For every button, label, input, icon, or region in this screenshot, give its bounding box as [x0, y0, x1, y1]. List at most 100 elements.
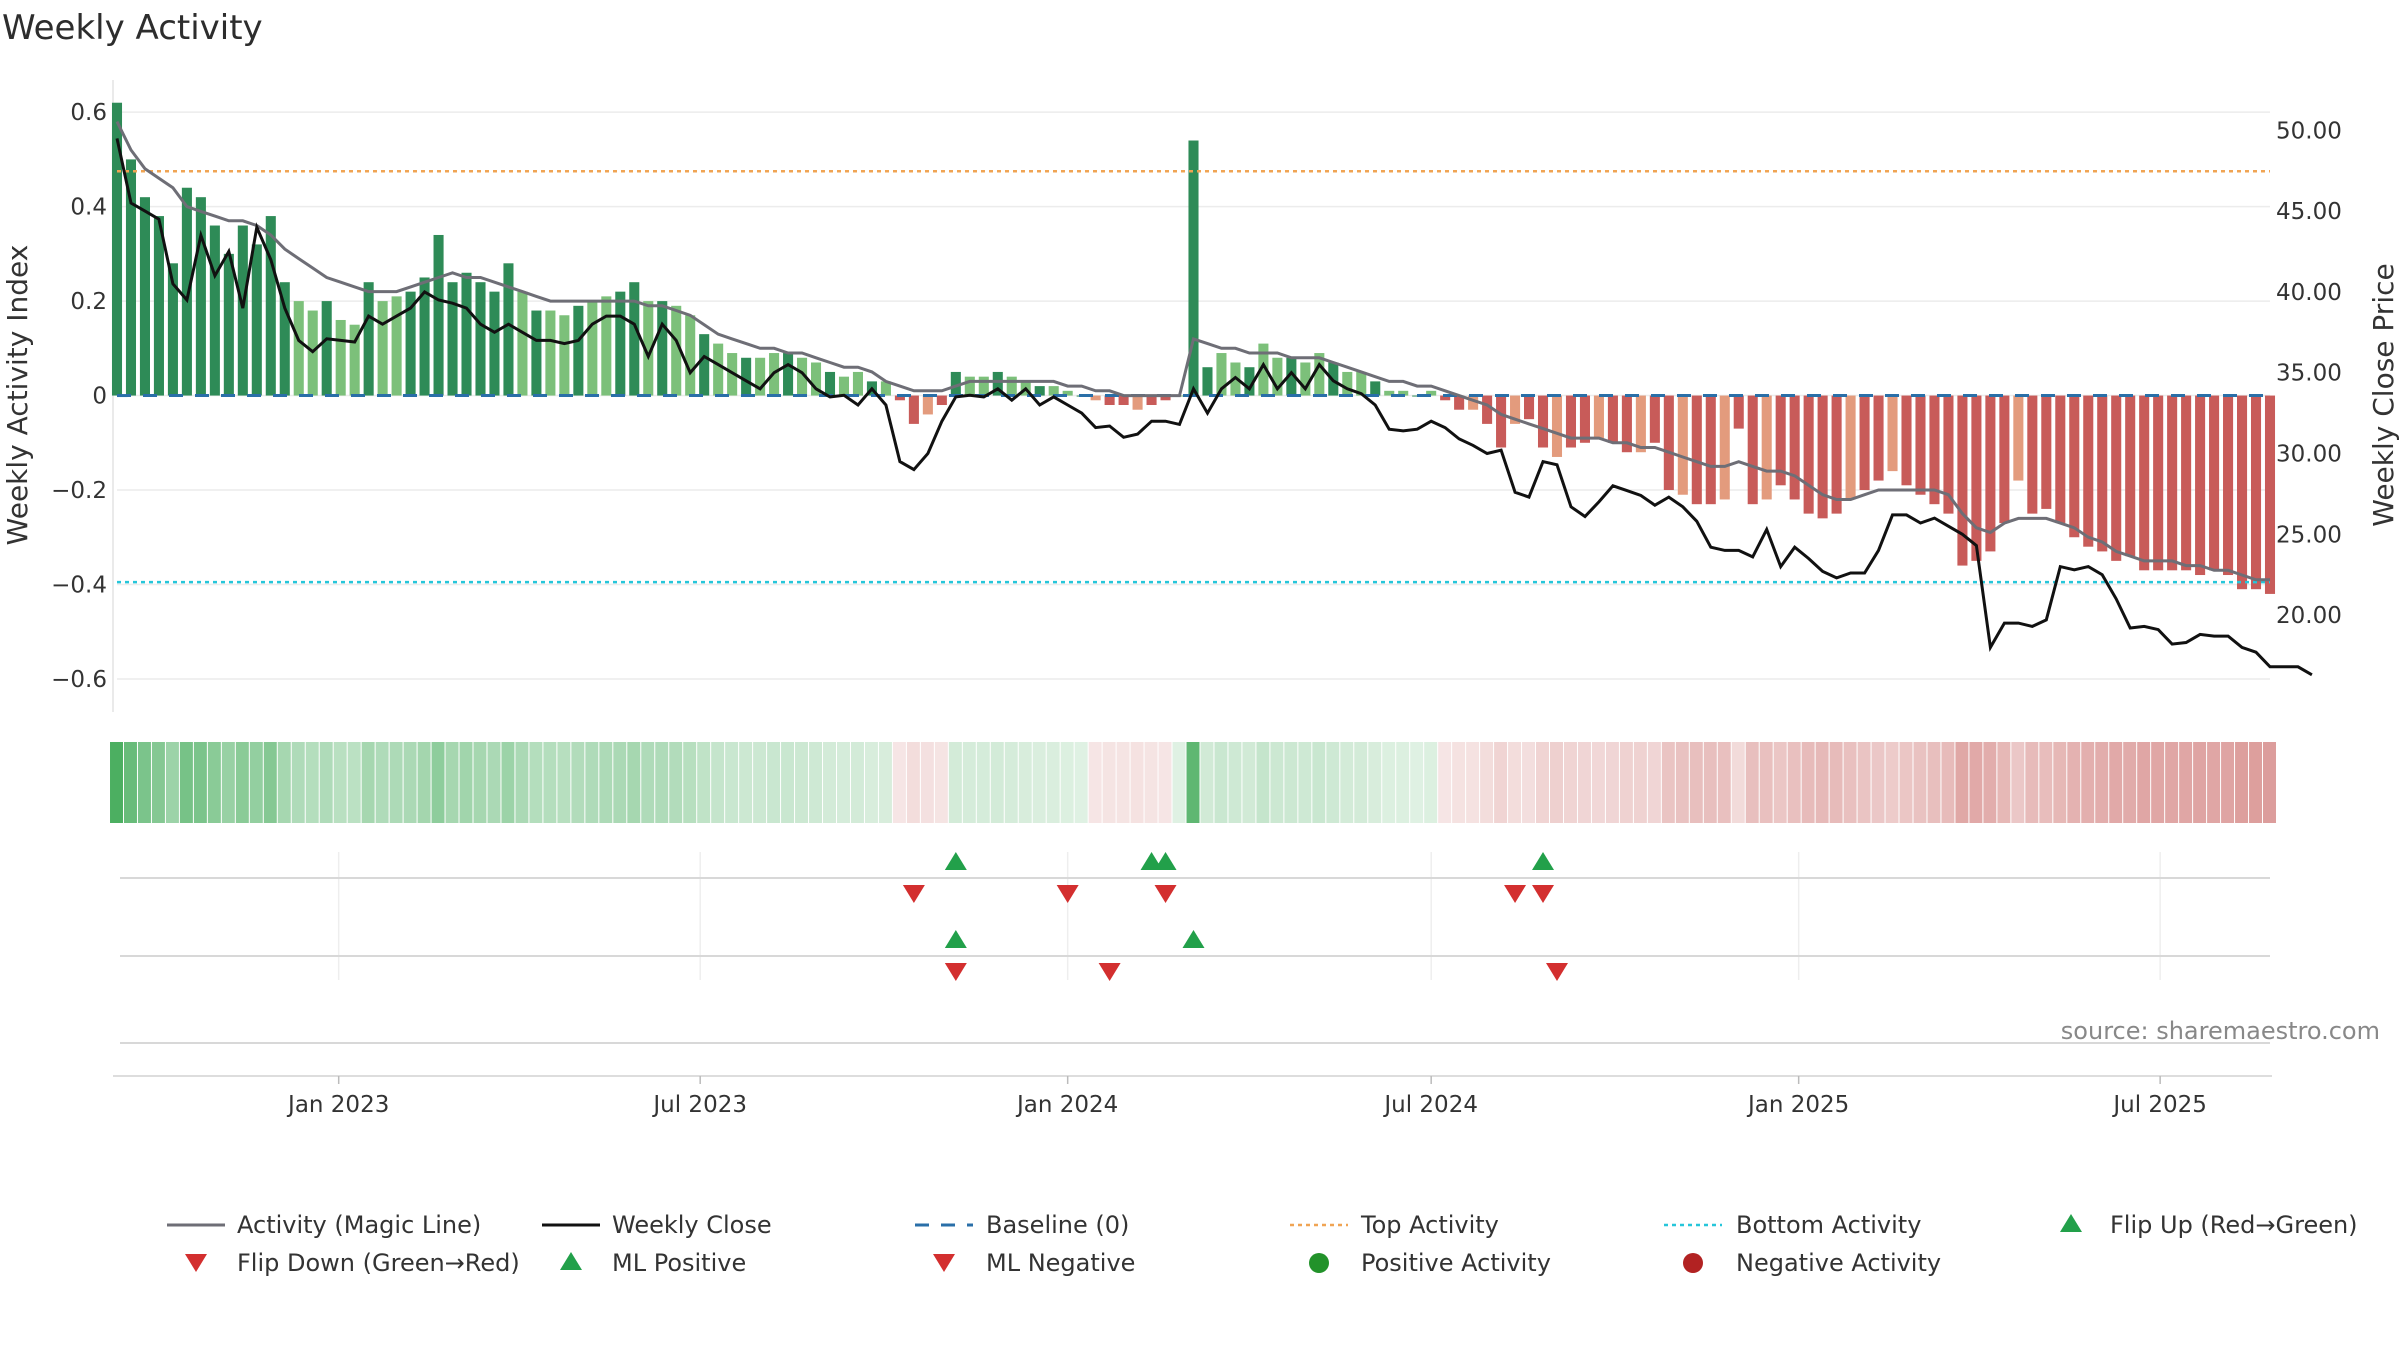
- reference-lines: [117, 169, 2270, 584]
- heat-cell: [1284, 742, 1298, 823]
- activity-bar: [797, 357, 808, 396]
- activity-bar: [1286, 357, 1297, 396]
- activity-bar: [1384, 390, 1395, 396]
- legend-label-magic-line: Activity (Magic Line): [237, 1211, 481, 1239]
- activity-bar: [1440, 395, 1451, 401]
- activity-bar: [1048, 386, 1059, 396]
- activity-bar: [880, 381, 891, 396]
- heat-cell: [781, 742, 795, 823]
- heat-cell: [1060, 742, 1074, 823]
- activity-bar: [2055, 395, 2066, 524]
- activity-bar: [1132, 395, 1143, 410]
- chart-title: Weekly Activity: [2, 8, 263, 48]
- activity-bar: [936, 395, 947, 405]
- activity-bar: [1146, 395, 1157, 405]
- heat-cell: [193, 742, 207, 823]
- activity-bar: [349, 324, 360, 396]
- activity-bar: [1803, 395, 1814, 514]
- y2-tick-label: 25.00: [2276, 522, 2342, 548]
- activity-bar: [461, 272, 472, 396]
- series-lines: [115, 120, 2313, 677]
- activity-bar: [1370, 381, 1381, 396]
- flip-down-marker: [902, 885, 925, 903]
- activity-bar: [1510, 395, 1521, 424]
- heat-cell: [1619, 742, 1633, 823]
- heat-cell: [2025, 742, 2039, 823]
- activity-bar: [153, 216, 164, 396]
- activity-bar: [1202, 367, 1213, 396]
- heat-cell: [1256, 742, 1270, 823]
- activity-bar: [545, 310, 556, 396]
- heat-cell: [767, 742, 781, 823]
- activity-bar: [1999, 395, 2010, 524]
- activity-bar: [2167, 395, 2178, 571]
- heat-cell: [1494, 742, 1508, 823]
- heat-cell: [878, 742, 892, 823]
- activity-bar: [279, 282, 290, 396]
- activity-bar: [838, 376, 850, 396]
- heat-cell: [1787, 742, 1801, 823]
- heat-cell: [948, 742, 962, 823]
- flip-down-marker: [1154, 885, 1177, 903]
- heat-cell: [235, 742, 249, 823]
- activity-bar: [517, 291, 528, 396]
- heat-cell: [976, 742, 990, 823]
- activity-bar: [125, 159, 137, 396]
- activity-bar: [1426, 390, 1437, 396]
- heat-cell: [1871, 742, 1885, 823]
- heat-cell: [1717, 742, 1731, 823]
- activity-bar: [1565, 395, 1577, 448]
- activity-bar: [1160, 395, 1171, 401]
- activity-bar: [1188, 140, 1199, 396]
- activity-bar: [293, 301, 304, 396]
- heat-cell: [2011, 742, 2025, 823]
- heat-cell: [1633, 742, 1647, 823]
- heat-cell: [1997, 742, 2011, 823]
- activity-bar: [1090, 395, 1101, 401]
- activity-bar: [657, 301, 668, 396]
- heat-cell: [2263, 742, 2276, 823]
- flip-up-marker: [1140, 852, 1163, 870]
- activity-bar: [1943, 395, 1954, 514]
- flip-up-marker: [1154, 852, 1177, 870]
- heat-cell: [1759, 742, 1773, 823]
- activity-bar: [1831, 395, 1842, 514]
- activity-bar: [2139, 395, 2150, 571]
- heat-cell: [1102, 742, 1116, 823]
- activity-bar: [2097, 395, 2108, 552]
- activity-bar: [894, 395, 905, 401]
- heat-cell: [2081, 742, 2095, 823]
- heat-cell: [1550, 742, 1563, 823]
- activity-bar: [2041, 395, 2052, 509]
- heat-cell: [1214, 742, 1228, 823]
- heat-cell: [934, 742, 948, 823]
- heat-cell: [1354, 742, 1368, 823]
- activity-bar: [209, 225, 220, 396]
- legend-label-bottom-activity: Bottom Activity: [1736, 1211, 1921, 1239]
- heat-cell: [557, 742, 571, 823]
- activity-bar: [419, 277, 430, 396]
- activity-bar: [1551, 395, 1563, 457]
- heat-cell: [347, 742, 361, 823]
- activity-bar: [1258, 343, 1269, 396]
- activity-bar: [783, 353, 794, 396]
- activity-bar: [1789, 395, 1800, 500]
- activity-bar: [1985, 395, 1996, 552]
- heat-cell: [361, 742, 375, 823]
- heat-cell: [501, 742, 515, 823]
- x-axis: Jan 2023 Jul 2023 Jan 2024 Jul 2024 Jan 2025…: [113, 1075, 2272, 1118]
- heat-cell: [165, 742, 179, 823]
- y2-tick-label: 50.00: [2276, 118, 2342, 144]
- heat-cell: [1032, 742, 1046, 823]
- heat-cell: [1004, 742, 1018, 823]
- heat-cell: [711, 742, 725, 823]
- heat-cell: [1312, 742, 1326, 823]
- heat-cell: [725, 742, 739, 823]
- activity-bar: [1929, 395, 1940, 505]
- heat-cell: [473, 742, 487, 823]
- activity-bar: [139, 197, 150, 396]
- activity-bar: [475, 282, 486, 396]
- heat-cell: [1647, 742, 1661, 823]
- heat-cell: [529, 742, 543, 823]
- activity-bar: [377, 301, 388, 396]
